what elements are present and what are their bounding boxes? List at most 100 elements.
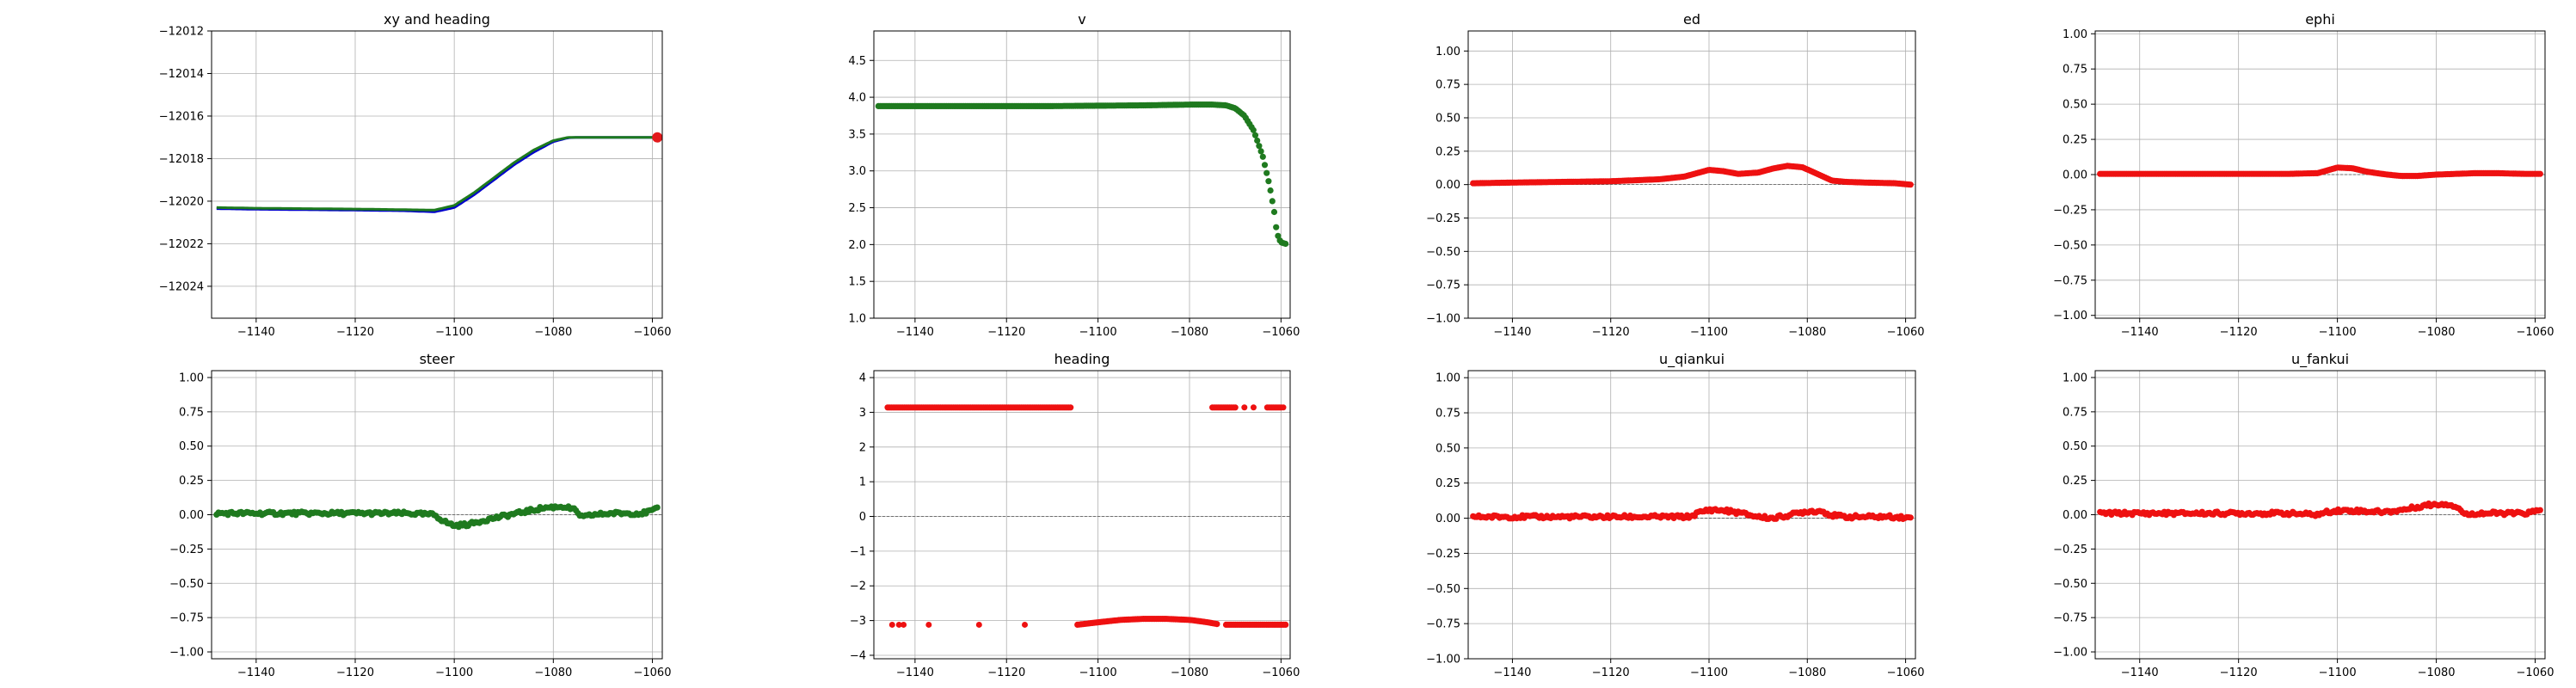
x-tick-label: −1140 (237, 666, 275, 679)
y-tick-label: 3.5 (848, 128, 866, 141)
y-tick-label: −12012 (159, 26, 204, 39)
x-tick-label: −1060 (1262, 326, 1300, 339)
series-0 (213, 503, 661, 531)
y-tick-label: −2 (850, 580, 866, 593)
y-tick-label: 0.75 (2063, 406, 2087, 419)
data-point (1907, 514, 1914, 521)
series-0 (1470, 163, 1914, 188)
x-tick-label: −1100 (1690, 326, 1728, 339)
plot-area (2097, 500, 2543, 519)
x-tick-label: −1080 (1788, 666, 1826, 679)
plot-area (213, 503, 661, 531)
y-tick-label: 0.75 (1436, 79, 1460, 92)
subplot-u-fankui: u_fankui −1140 −1120 −1100 −1080 −1060 −1.00 −0… (2053, 351, 2554, 679)
y-tick-label: −4 (850, 649, 866, 662)
y-tick-label: −12014 (159, 68, 204, 81)
data-point (1269, 198, 1276, 205)
plot-title: u_fankui (2291, 351, 2349, 368)
y-tick-label: −1.00 (169, 647, 204, 660)
y-tick-label: 0.25 (1436, 477, 1460, 490)
x-tick-label: −1120 (1592, 666, 1630, 679)
y-tick-label: −0.25 (2053, 204, 2087, 217)
plot-title: steer (420, 351, 455, 367)
data-point (1907, 181, 1914, 188)
data-point (2536, 170, 2543, 177)
data-point (895, 621, 902, 628)
data-point (1257, 148, 1264, 155)
x-tick-label: −1140 (1493, 666, 1531, 679)
data-point (901, 621, 907, 628)
y-tick-label: 0.50 (1436, 112, 1460, 125)
x-tick-label: −1120 (2220, 326, 2258, 339)
plot-area (875, 101, 1289, 248)
x-tick-label: −1100 (1079, 666, 1117, 679)
x-tick-label: −1060 (2517, 666, 2554, 679)
x-tick-label: −1140 (2121, 666, 2159, 679)
data-point (1022, 621, 1029, 628)
y-tick-label: 1.00 (1436, 46, 1460, 58)
series-2 (652, 132, 662, 143)
y-tick-label: −0.25 (1426, 212, 1460, 225)
y-tick-label: −0.50 (1426, 583, 1460, 596)
y-tick-label: 0.25 (179, 475, 204, 488)
x-tick-label: −1100 (1690, 666, 1728, 679)
y-tick-label: −12024 (159, 280, 204, 293)
x-tick-label: −1100 (435, 666, 473, 679)
y-tick-label: −0.75 (2053, 274, 2087, 287)
plot-title: v (1078, 11, 1085, 28)
data-point (1280, 404, 1287, 411)
data-point (1259, 153, 1266, 160)
y-tick-label: 4 (859, 372, 866, 385)
y-tick-label: −12018 (159, 153, 204, 166)
plot-area (1470, 506, 1914, 523)
data-point (2536, 507, 2543, 513)
subplot-v: v −1140 −1120 −1100 −1080 −1060 1.0 1.5 2.0 2.5 3.… (848, 11, 1300, 339)
y-tick-label: −12022 (159, 238, 204, 251)
y-tick-label: 3.0 (848, 165, 866, 178)
x-tick-label: −1140 (896, 326, 934, 339)
y-tick-label: 0.75 (179, 406, 204, 419)
x-tick-label: −1120 (1592, 326, 1630, 339)
axes-frame (873, 30, 1291, 319)
y-tick-label: −1.00 (2053, 647, 2087, 660)
y-tick-label: −0.75 (1426, 618, 1460, 631)
series-0 (884, 404, 1074, 411)
subplot-xy: xy and heading −1140 −1120 −1100 −1080 −1060 −… (159, 11, 672, 339)
data-point (1261, 162, 1269, 169)
x-tick-label: −1100 (2319, 666, 2357, 679)
series-0 (2097, 164, 2543, 180)
series-0 (875, 101, 1289, 248)
x-tick-label: −1060 (2517, 326, 2554, 339)
series-0 (1470, 506, 1914, 523)
x-tick-label: −1080 (1171, 326, 1208, 339)
x-tick-label: −1100 (1079, 326, 1117, 339)
data-point (1270, 208, 1278, 216)
data-point (1250, 126, 1257, 133)
y-tick-label: 0.50 (2063, 440, 2087, 453)
subplot-heading: heading−1140 −1120 −1100 −1080 −1060−4−3−2−1… (850, 351, 1300, 679)
y-tick-label: 1.0 (848, 313, 866, 326)
y-tick-label: −1.00 (1426, 313, 1460, 326)
y-tick-label: −1.00 (2053, 310, 2087, 322)
data-point (925, 621, 932, 628)
data-point (1256, 143, 1263, 150)
axes-frame (2094, 30, 2546, 319)
x-tick-label: −1100 (2319, 326, 2357, 339)
data-point (1251, 132, 1259, 138)
y-tick-label: 0.25 (1436, 145, 1460, 158)
y-tick-label: −0.25 (1426, 548, 1460, 561)
y-tick-label: −0.50 (1426, 246, 1460, 259)
y-tick-label: 4.0 (848, 92, 866, 105)
x-tick-label: −1120 (987, 666, 1025, 679)
y-tick-label: 1.00 (2063, 372, 2087, 384)
data-point (1067, 404, 1074, 411)
y-tick-label: −1.00 (1426, 654, 1460, 666)
x-tick-label: −1080 (534, 326, 572, 339)
data-point (1273, 224, 1280, 230)
plot-title: u_qiankui (1659, 351, 1725, 368)
y-tick-label: −0.75 (2053, 612, 2087, 625)
axes-frame (211, 30, 663, 319)
x-tick-label: −1080 (1171, 666, 1208, 679)
y-tick-label: 0.50 (2063, 99, 2087, 112)
x-tick-label: −1100 (435, 326, 473, 339)
